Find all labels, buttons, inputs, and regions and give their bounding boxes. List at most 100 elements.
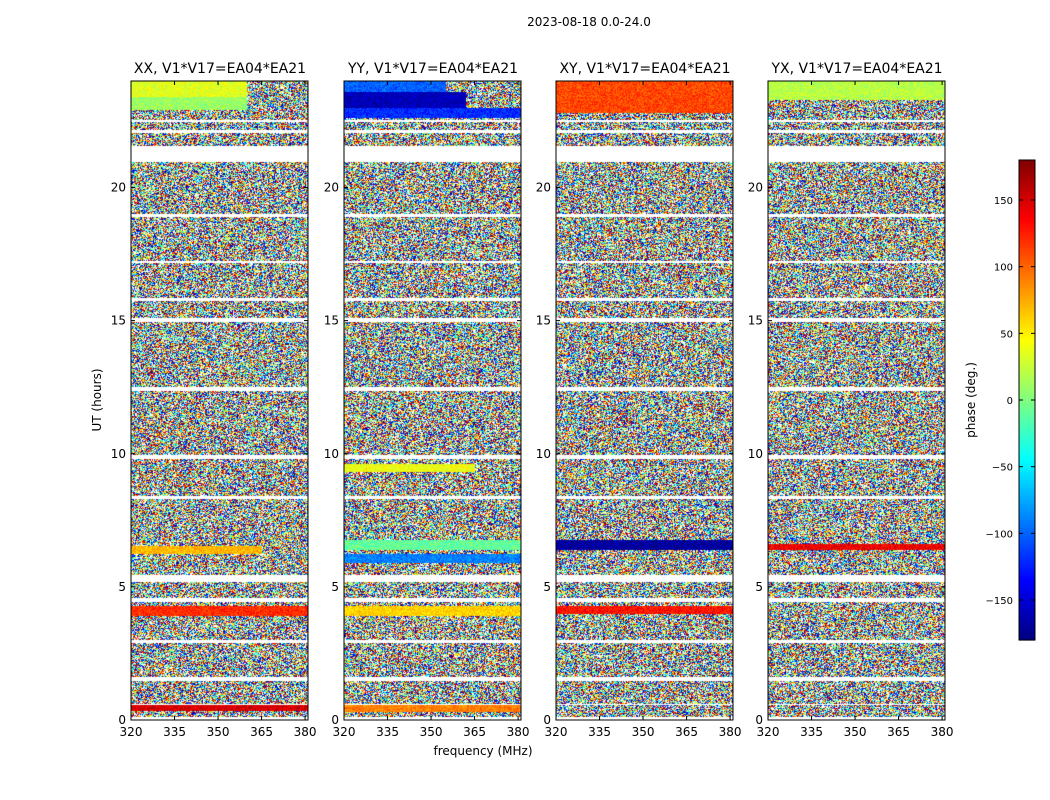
colorbar-strip [1019,352,1035,355]
colorbar-strip [1019,304,1035,307]
x-tick-label: 320 [545,725,568,739]
colorbar-strip [1019,186,1035,189]
panel-title: YX, V1*V17=EA04*EA21 [770,61,942,77]
colorbar-strip [1019,524,1035,527]
colorbar-strip [1019,578,1035,581]
colorbar-strip [1019,256,1035,259]
x-tick-label: 335 [163,725,186,739]
colorbar-strip [1019,234,1035,237]
colorbar-strip [1019,228,1035,231]
colorbar-strip [1019,374,1035,377]
colorbar-strip [1019,604,1035,607]
colorbar-strip [1019,582,1035,585]
y-tick-label: 15 [324,314,339,328]
y-tick-label: 15 [536,314,551,328]
colorbar-strip [1019,294,1035,297]
colorbar-strip [1019,182,1035,185]
colorbar-strip [1019,550,1035,553]
colorbar-strip [1019,320,1035,323]
colorbar-strip [1019,460,1035,463]
colorbar-strip [1019,624,1035,627]
colorbar-strip [1019,608,1035,611]
colorbar-strip [1019,408,1035,411]
colorbar-strip [1019,334,1035,337]
y-tick-label: 0 [118,713,126,727]
colorbar-strip [1019,306,1035,309]
colorbar-strip [1019,164,1035,167]
colorbar-strip [1019,602,1035,605]
colorbar-strip [1019,474,1035,477]
y-tick-label: 5 [755,580,763,594]
colorbar-strip [1019,398,1035,401]
colorbar-label: phase (deg.) [964,362,978,438]
colorbar-strip [1019,196,1035,199]
colorbar-strip [1019,308,1035,311]
y-tick-label: 10 [324,447,339,461]
colorbar-strip [1019,162,1035,165]
y-tick-label: 5 [331,580,339,594]
colorbar-strip [1019,318,1035,321]
colorbar-strip [1019,510,1035,513]
y-tick-label: 0 [331,713,339,727]
colorbar-strip [1019,246,1035,249]
colorbar-strip [1019,184,1035,187]
x-tick-label: 365 [250,725,273,739]
colorbar-strip [1019,384,1035,387]
colorbar-strip [1019,192,1035,195]
y-tick-label: 20 [111,181,126,195]
colorbar-strip [1019,466,1035,469]
colorbar-strip [1019,614,1035,617]
colorbar-strip [1019,542,1035,545]
colorbar-strip [1019,572,1035,575]
colorbar-strip [1019,296,1035,299]
x-tick-label: 365 [463,725,486,739]
colorbar-strip [1019,626,1035,629]
colorbar-strip [1019,560,1035,563]
colorbar-strip [1019,508,1035,511]
colorbar-strip [1019,570,1035,573]
colorbar-strip [1019,366,1035,369]
colorbar-strip [1019,512,1035,515]
colorbar-strip [1019,194,1035,197]
colorbar-strip [1019,630,1035,633]
colorbar-strip [1019,448,1035,451]
colorbar-strip [1019,494,1035,497]
colorbar-strip [1019,632,1035,635]
colorbar-strip [1019,480,1035,483]
colorbar-strip [1019,340,1035,343]
panel-yx: YX, V1*V17=EA04*EA21 320 335 350 365 380 0 5 10… [748,61,954,739]
x-tick-label: 350 [207,725,230,739]
colorbar-strip [1019,536,1035,539]
x-tick-label: 350 [844,725,867,739]
colorbar-strip [1019,266,1035,269]
colorbar-strip [1019,568,1035,571]
colorbar-strip [1019,168,1035,171]
colorbar-strip [1019,230,1035,233]
colorbar-strip [1019,420,1035,423]
colorbar-strip [1019,382,1035,385]
colorbar-strip [1019,600,1035,603]
colorbar-tick-label: −50 [992,463,1013,474]
colorbar-strip [1019,444,1035,447]
colorbar-strip [1019,544,1035,547]
colorbar-strip [1019,396,1035,399]
colorbar-strip [1019,610,1035,613]
colorbar-strip [1019,552,1035,555]
colorbar-strip [1019,282,1035,285]
colorbar-strip [1019,424,1035,427]
colorbar-strip [1019,370,1035,373]
colorbar-strip [1019,596,1035,599]
colorbar-strip [1019,200,1035,203]
colorbar-strip [1019,440,1035,443]
colorbar-strip [1019,500,1035,503]
colorbar-strip [1019,606,1035,609]
colorbar-strip [1019,240,1035,243]
colorbar-strip [1019,172,1035,175]
colorbar-strip [1019,392,1035,395]
colorbar-strip [1019,274,1035,277]
colorbar-strip [1019,248,1035,251]
colorbar-strip [1019,350,1035,353]
colorbar-strip [1019,242,1035,245]
heatmap [768,81,945,720]
colorbar-strip [1019,176,1035,179]
